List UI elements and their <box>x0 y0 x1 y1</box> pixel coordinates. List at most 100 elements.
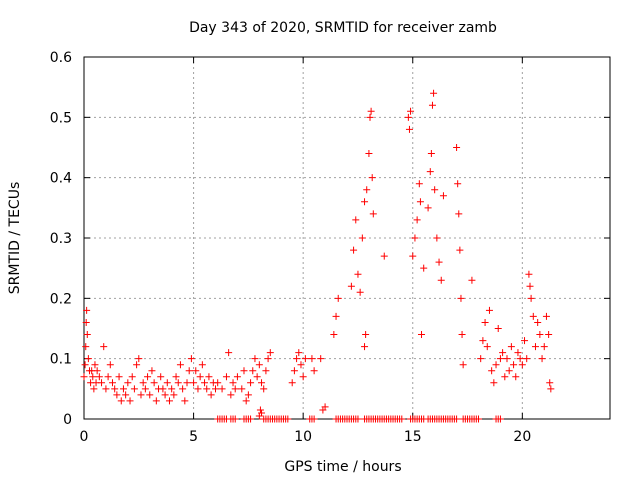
data-point <box>161 391 169 399</box>
data-point <box>89 373 97 381</box>
data-point <box>95 373 103 381</box>
data-point <box>124 379 132 387</box>
data-point <box>540 343 548 351</box>
y-tick-label: 0.4 <box>50 171 72 187</box>
data-point <box>516 355 524 363</box>
data-point <box>82 318 90 326</box>
data-point <box>481 318 489 326</box>
data-points <box>80 89 555 423</box>
data-point <box>490 379 498 387</box>
data-point <box>247 379 255 387</box>
data-point <box>172 373 180 381</box>
data-point <box>424 204 432 212</box>
data-point <box>83 306 91 314</box>
data-point <box>113 391 121 399</box>
data-point <box>503 355 511 363</box>
data-point <box>240 367 248 375</box>
data-point <box>398 415 406 423</box>
data-point <box>190 379 198 387</box>
data-point <box>413 216 421 224</box>
data-point <box>144 373 152 381</box>
data-point <box>80 373 88 381</box>
data-point <box>368 174 376 182</box>
data-point <box>126 397 134 405</box>
data-point <box>546 379 554 387</box>
data-point <box>128 373 136 381</box>
x-tick-label: 10 <box>294 429 312 445</box>
data-point <box>214 379 222 387</box>
data-point <box>547 385 555 393</box>
data-point <box>496 355 504 363</box>
axis-ticks: 0 5 10 15 20 0 0.1 0.2 0.3 0.4 0.5 0.6 <box>50 50 610 445</box>
data-point <box>174 379 182 387</box>
data-point <box>233 373 241 381</box>
data-point <box>439 192 447 200</box>
data-point <box>192 367 200 375</box>
data-point <box>468 276 476 284</box>
data-point <box>293 355 301 363</box>
data-point <box>453 415 461 423</box>
data-point <box>284 415 292 423</box>
y-tick-label: 0.5 <box>50 110 72 126</box>
data-point <box>198 361 206 369</box>
data-point <box>108 379 116 387</box>
data-point <box>545 331 553 339</box>
data-point <box>242 397 250 405</box>
x-tick-label: 20 <box>513 429 531 445</box>
y-tick-label: 0.3 <box>50 231 72 247</box>
x-tick-label: 15 <box>404 429 422 445</box>
data-point <box>225 349 233 357</box>
data-point <box>321 403 329 411</box>
data-point <box>295 349 303 357</box>
data-point <box>496 415 504 423</box>
data-point <box>536 331 544 339</box>
x-tick-label: 0 <box>80 429 89 445</box>
data-point <box>152 397 160 405</box>
data-point <box>150 379 158 387</box>
data-point <box>455 210 463 218</box>
data-point <box>488 367 496 375</box>
data-point <box>428 101 436 109</box>
data-point <box>159 385 167 393</box>
data-point <box>266 349 274 357</box>
data-point <box>187 355 195 363</box>
data-point <box>111 385 119 393</box>
data-point <box>361 343 369 351</box>
data-point <box>229 379 237 387</box>
data-point <box>454 180 462 188</box>
data-point <box>418 331 426 339</box>
data-point <box>262 367 270 375</box>
data-point <box>334 294 342 302</box>
data-point <box>514 349 522 357</box>
y-tick-label: 0.1 <box>50 352 72 368</box>
data-point <box>310 415 318 423</box>
data-point <box>84 355 92 363</box>
data-point <box>521 337 529 345</box>
data-point <box>168 385 176 393</box>
data-point <box>141 385 149 393</box>
data-point <box>405 125 413 133</box>
data-point <box>264 355 272 363</box>
data-point <box>165 397 173 405</box>
data-point <box>347 282 355 290</box>
data-point <box>98 379 106 387</box>
data-point <box>90 385 98 393</box>
data-point <box>83 331 91 339</box>
data-point <box>430 89 438 97</box>
y-tick-label: 0 <box>63 412 72 428</box>
data-point <box>453 144 461 151</box>
data-point <box>163 379 171 387</box>
data-point <box>485 306 493 314</box>
data-point <box>310 367 318 375</box>
data-point <box>538 355 546 363</box>
data-point <box>510 361 518 369</box>
data-point <box>420 264 428 272</box>
data-point <box>457 294 465 302</box>
data-point <box>135 355 143 363</box>
data-point <box>133 361 141 369</box>
data-point <box>148 367 156 375</box>
data-point <box>207 391 215 399</box>
data-point <box>459 361 467 369</box>
data-point <box>249 367 257 375</box>
data-point <box>526 282 534 290</box>
